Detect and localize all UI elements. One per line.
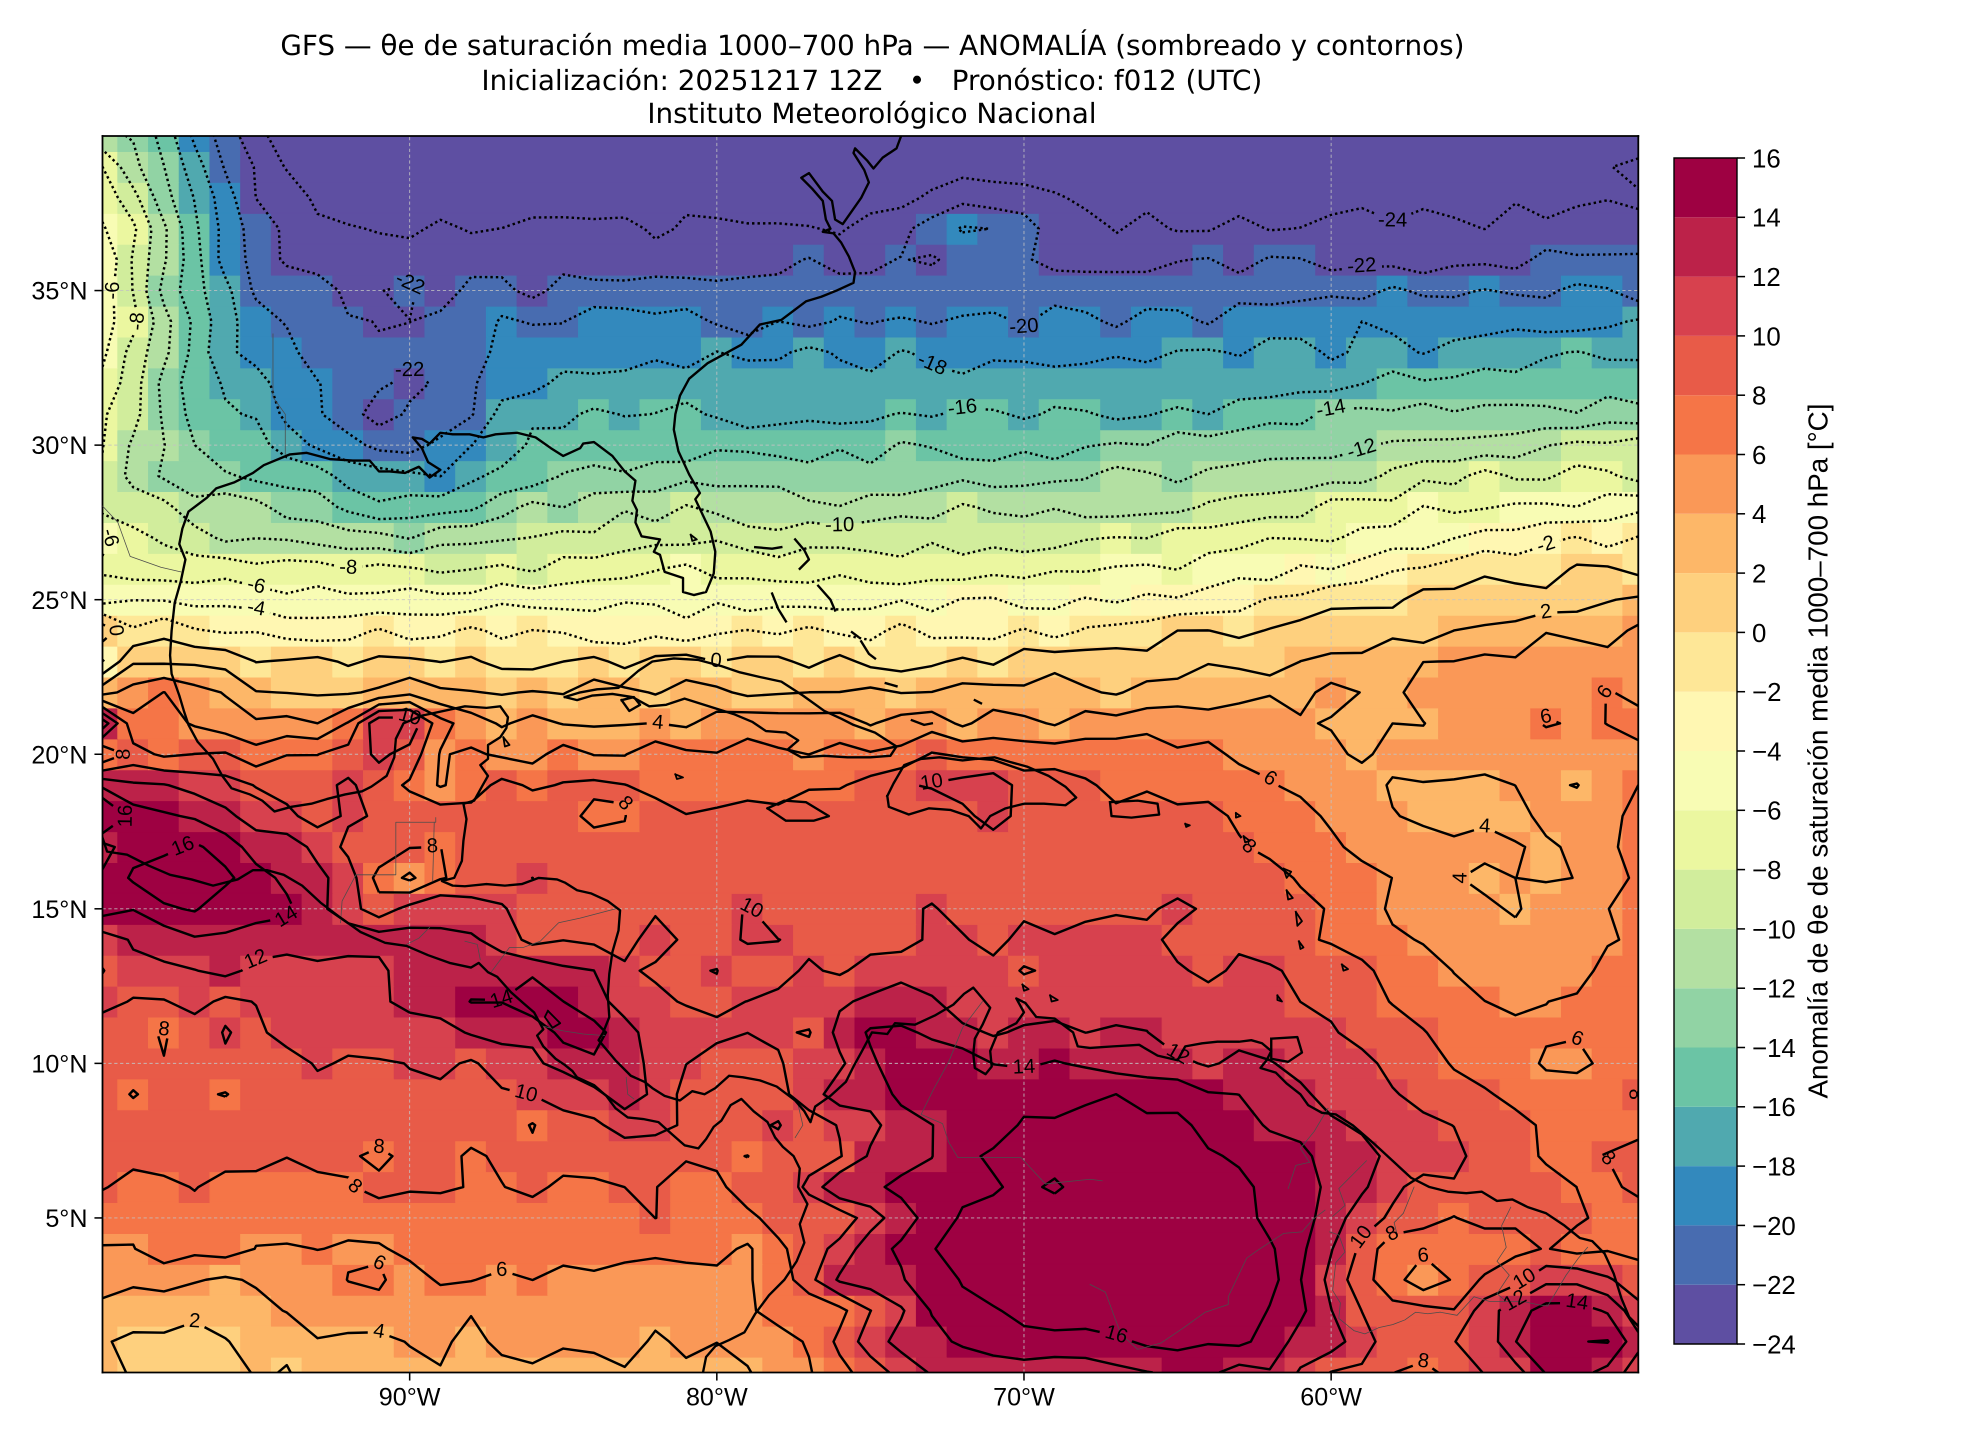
svg-text:-6: -6 [245,573,268,599]
svg-text:4: 4 [372,1320,387,1344]
svg-text:80°W: 80°W [686,1384,748,1412]
svg-text:4: 4 [1478,815,1491,838]
svg-text:-16: -16 [947,395,979,420]
svg-text:-22: -22 [1346,254,1377,278]
svg-text:10: 10 [512,1080,539,1107]
svg-text:25°N: 25°N [31,587,87,615]
svg-text:5°N: 5°N [45,1205,87,1233]
svg-text:10: 10 [919,770,945,795]
svg-text:-22: -22 [395,359,425,381]
svg-text:-8: -8 [339,556,358,579]
svg-text:10°N: 10°N [31,1050,87,1078]
svg-text:16: 16 [1752,145,1781,173]
svg-text:−2: −2 [1752,679,1781,707]
svg-text:-10: -10 [825,514,855,537]
svg-text:6: 6 [1752,442,1766,470]
svg-text:-20: -20 [1009,315,1040,339]
svg-text:16: 16 [115,805,137,828]
svg-text:−14: −14 [1752,1035,1796,1063]
svg-text:6: 6 [1417,1244,1430,1267]
svg-text:-2: -2 [1534,531,1558,557]
svg-text:−18: −18 [1752,1153,1796,1181]
svg-text:6: 6 [496,1259,508,1281]
svg-text:14: 14 [1564,1290,1590,1315]
svg-text:2: 2 [188,1310,201,1333]
svg-text:20°N: 20°N [31,741,87,769]
svg-text:−16: −16 [1752,1094,1796,1122]
svg-text:-6: -6 [97,526,123,549]
svg-text:8: 8 [1752,383,1766,411]
svg-text:4: 4 [1752,501,1766,529]
svg-text:2: 2 [1539,600,1553,623]
svg-text:8: 8 [157,1018,171,1041]
svg-text:12: 12 [1752,264,1781,292]
svg-text:−8: −8 [1752,857,1781,885]
svg-text:8: 8 [1416,1349,1430,1372]
svg-text:10: 10 [396,703,424,730]
svg-text:35°N: 35°N [31,278,87,306]
svg-text:−24: −24 [1752,1331,1796,1359]
svg-text:70°W: 70°W [993,1384,1055,1412]
svg-text:4: 4 [1449,872,1471,884]
svg-text:8: 8 [113,749,135,760]
svg-text:0: 0 [1752,620,1766,648]
svg-text:Anomalía de θe de saturación m: Anomalía de θe de saturación media 1000–… [1802,404,1833,1099]
svg-text:-8: -8 [126,312,149,332]
svg-text:30°N: 30°N [31,432,87,460]
svg-text:8: 8 [426,835,439,858]
svg-text:8: 8 [1624,1088,1646,1100]
svg-text:6: 6 [1538,705,1553,729]
svg-text:10: 10 [1752,323,1781,351]
svg-text:90°W: 90°W [379,1384,441,1412]
svg-text:−20: −20 [1752,1213,1796,1241]
svg-text:-6: -6 [101,281,124,300]
svg-text:0: 0 [710,649,723,672]
svg-text:-4: -4 [245,596,267,621]
svg-text:-24: -24 [1378,209,1408,231]
svg-text:−12: −12 [1752,976,1796,1004]
svg-text:−10: −10 [1752,916,1796,944]
svg-text:15°N: 15°N [31,896,87,924]
svg-text:0: 0 [104,624,127,638]
svg-text:-14: -14 [1315,395,1348,422]
svg-text:−4: −4 [1752,738,1781,766]
svg-text:4: 4 [651,711,664,734]
svg-text:14: 14 [1012,1056,1036,1079]
svg-text:60°W: 60°W [1300,1384,1362,1412]
svg-text:8: 8 [373,1136,386,1159]
svg-text:−6: −6 [1752,798,1781,826]
svg-text:2: 2 [1752,560,1766,588]
svg-text:14: 14 [1752,205,1781,233]
svg-text:−22: −22 [1752,1272,1796,1300]
